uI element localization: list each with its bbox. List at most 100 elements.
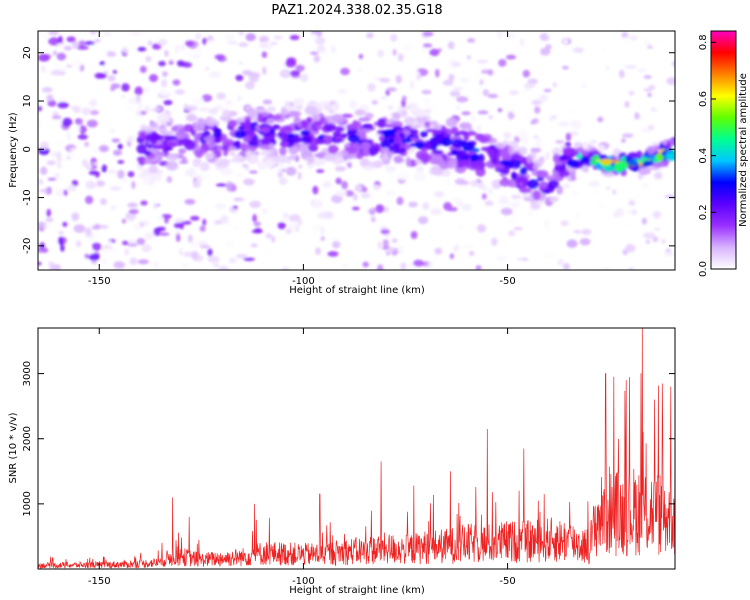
heatmap-cell (227, 119, 237, 128)
heatmap-cell (409, 143, 417, 148)
heatmap-cell (45, 217, 54, 223)
heatmap-cell (372, 184, 381, 191)
heatmap-cell (52, 50, 58, 56)
y-tick-label: 10 (22, 95, 33, 108)
heatmap-cell (535, 138, 543, 148)
heatmap-cell (600, 45, 606, 54)
heatmap-cell (110, 87, 116, 92)
heatmap-cell (527, 44, 535, 49)
heatmap-cell (135, 94, 141, 103)
heatmap-cell (324, 103, 333, 112)
heatmap-cell (92, 84, 100, 92)
heatmap-cell (433, 190, 445, 198)
heatmap-cell (46, 208, 51, 218)
heatmap-cell (257, 134, 265, 140)
heatmap-cell (145, 105, 149, 114)
heatmap-cell (85, 227, 92, 236)
heatmap-cell (401, 109, 408, 118)
heatmap-cell (311, 113, 322, 122)
heatmap-cell (362, 123, 374, 129)
heatmap-cell (441, 137, 453, 147)
heatmap-cell (137, 259, 149, 265)
heatmap-cell (558, 170, 571, 178)
heatmap-cell (356, 68, 363, 72)
heatmap-cell (208, 83, 214, 90)
heatmap-cell (236, 88, 248, 92)
heatmap-cell (447, 41, 455, 50)
heatmap-cell (562, 146, 575, 156)
heatmap-cell (429, 48, 440, 57)
heatmap-cell (532, 190, 541, 201)
heatmap-cell (405, 156, 411, 167)
heatmap-cell (233, 197, 245, 202)
heatmap-cell (234, 130, 247, 139)
x-tick-label: -50 (499, 276, 515, 287)
heatmap-cell (477, 110, 489, 115)
heatmap-cell (477, 59, 488, 64)
heatmap-cell (666, 77, 675, 86)
heatmap-cell (48, 31, 59, 36)
heatmap-cell (162, 92, 172, 97)
heatmap-cell (564, 142, 572, 147)
heatmap-cell (66, 131, 72, 141)
heatmap-cell (500, 207, 513, 216)
heatmap-cell (316, 169, 325, 174)
heatmap-cell (312, 185, 319, 195)
heatmap-cell (282, 266, 290, 270)
heatmap-cell (449, 253, 454, 260)
heatmap-cell (383, 147, 390, 153)
heatmap-cell (140, 111, 147, 115)
heatmap-cell (56, 43, 68, 47)
heatmap-cell (546, 31, 552, 38)
heatmap-cell (300, 135, 313, 144)
heatmap-cell (580, 151, 590, 156)
heatmap-cell (532, 224, 541, 232)
heatmap-cell (208, 107, 218, 115)
heatmap-cell (181, 263, 189, 269)
heatmap-cell (147, 132, 160, 143)
heatmap-cell (343, 78, 351, 83)
heatmap-cell (495, 144, 504, 149)
heatmap-cell (380, 229, 390, 235)
heatmap-cell (263, 248, 271, 258)
heatmap-cell (352, 193, 358, 201)
heatmap-cell (451, 138, 464, 149)
heatmap-cell (451, 126, 459, 135)
heatmap-cell (56, 154, 62, 163)
heatmap-cell (157, 39, 168, 46)
heatmap-cell (87, 164, 92, 170)
heatmap-cell (208, 71, 221, 79)
heatmap-cell (127, 135, 135, 143)
heatmap-cell (162, 71, 168, 77)
heatmap-cell (98, 145, 109, 153)
heatmap-cell (259, 150, 271, 156)
heatmap-cell (389, 193, 394, 200)
heatmap-cell (574, 211, 580, 220)
heatmap-cell (627, 159, 639, 167)
heatmap-cell (328, 109, 335, 114)
heatmap-cell (645, 154, 656, 160)
heatmap-cell (306, 116, 313, 124)
heatmap-cell (238, 42, 249, 47)
heatmap-cell (460, 161, 469, 166)
heatmap-cell (192, 158, 201, 168)
heatmap-cell (399, 132, 406, 138)
heatmap-cell (631, 209, 638, 216)
heatmap-cell (130, 31, 143, 37)
heatmap-cell (502, 69, 508, 77)
heatmap-cell (78, 125, 87, 134)
heatmap-cell (312, 127, 319, 132)
heatmap-cell (335, 190, 348, 197)
heatmap-cell (137, 100, 143, 109)
heatmap-cell (38, 120, 44, 129)
heatmap-cell (505, 32, 516, 40)
heatmap-cell (570, 190, 580, 198)
heatmap-cell (81, 159, 89, 168)
heatmap-cell (445, 117, 458, 128)
heatmap-cell (552, 153, 560, 164)
heatmap-cell (347, 134, 360, 143)
heatmap-cell (190, 239, 200, 249)
heatmap-cell (276, 155, 290, 163)
heatmap-cell (180, 43, 185, 52)
heatmap-cell (133, 222, 142, 232)
